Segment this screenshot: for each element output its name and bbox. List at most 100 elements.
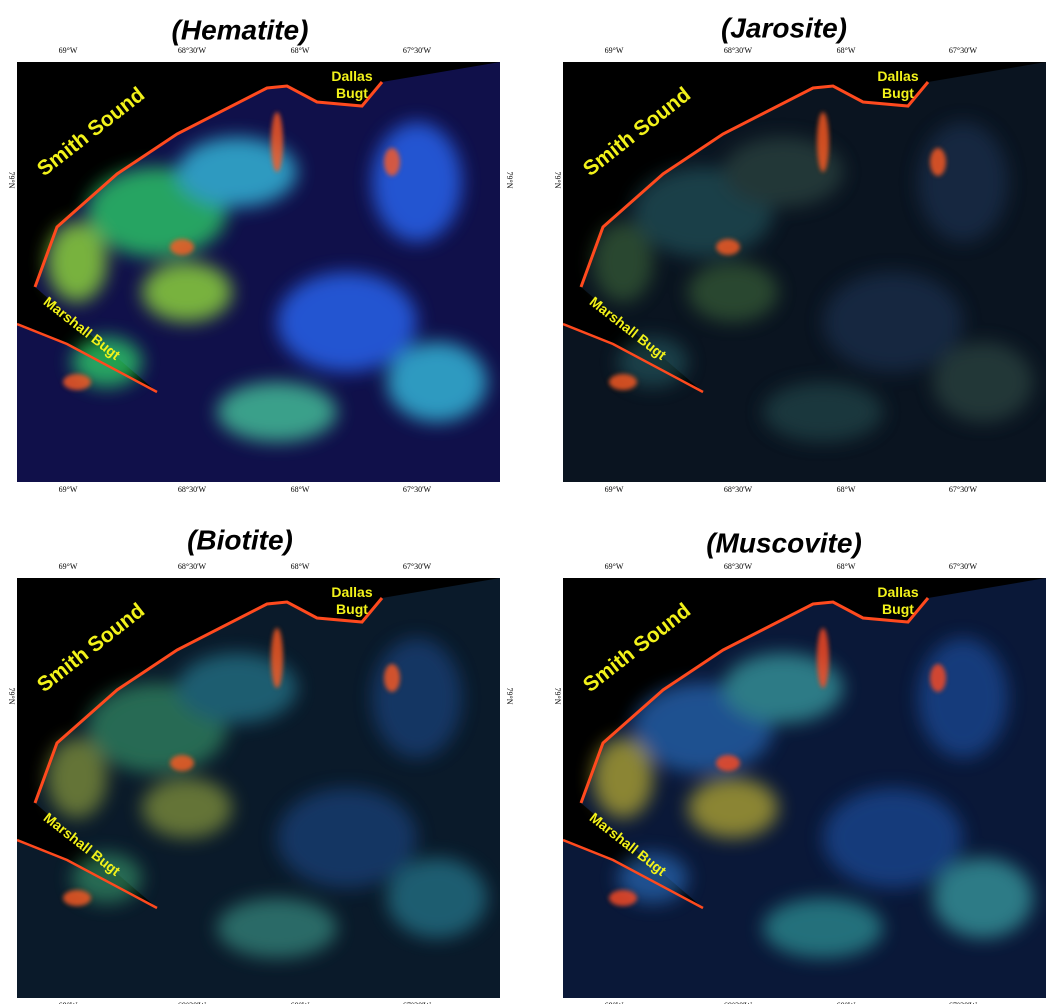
texture-blob — [933, 858, 1033, 938]
top-tick-label: 69°W — [605, 46, 624, 55]
texture-blob — [763, 898, 883, 958]
hotspots — [609, 628, 946, 906]
left-lat-label: 79°N — [7, 172, 16, 189]
top-tick-label: 68°W — [291, 562, 310, 571]
bottom-tick-label: 68°30'W — [178, 1001, 207, 1004]
hotspot — [716, 239, 740, 255]
top-tick-label: 67°30'W — [949, 46, 978, 55]
spectral-texture — [593, 638, 1033, 958]
texture-blob — [47, 738, 107, 818]
texture-blob — [47, 222, 107, 302]
bottom-tick-label: 67°30'W — [403, 485, 432, 494]
texture-blob — [277, 788, 417, 888]
map-image — [17, 62, 500, 482]
hotspot — [384, 664, 400, 692]
bottom-tick-label: 69°W — [605, 1001, 624, 1004]
coastline — [579, 81, 930, 288]
top-tick-label: 68°30'W — [724, 46, 753, 55]
hotspots — [63, 628, 400, 906]
texture-blob — [823, 788, 963, 888]
map-panel: 69°W 68°30'W 68°W 67°30'W 69°W 68°30'W 68°W 67°… — [7, 46, 514, 494]
top-tick-label: 68°30'W — [724, 562, 753, 571]
bottom-tick-label: 68°30'W — [178, 485, 207, 494]
place-label: Dallas — [331, 68, 372, 84]
map-image — [563, 62, 1046, 482]
hotspot — [271, 112, 283, 172]
hotspot — [716, 755, 740, 771]
left-lat-label: 79°N — [7, 688, 16, 705]
hotspot — [930, 664, 946, 692]
texture-blob — [372, 122, 462, 242]
top-tick-label: 68°W — [291, 46, 310, 55]
hotspot — [384, 148, 400, 176]
map-panel: 69°W 68°30'W 68°W 67°30'W 69°W 68°30'W 68°W 67°… — [7, 562, 514, 1004]
hotspot — [817, 112, 829, 172]
texture-blob — [933, 342, 1033, 422]
panel-title: (Muscovite) — [706, 527, 862, 558]
texture-blob — [387, 858, 487, 938]
spectral-texture — [47, 638, 487, 958]
texture-blob — [823, 272, 963, 372]
place-label: Dallas — [331, 584, 372, 600]
map-panel: 69°W 68°30'W 68°W 67°30'W 69°W 68°30'W 68°W 67°… — [553, 562, 1046, 1004]
hotspot — [609, 374, 637, 390]
right-lat-label: 79°N — [505, 688, 514, 705]
coastline — [33, 597, 384, 804]
place-label: Bugt — [336, 601, 368, 617]
top-tick-label: 69°W — [59, 46, 78, 55]
panel-title: (Hematite) — [172, 14, 309, 45]
top-tick-label: 68°W — [837, 46, 856, 55]
hotspots — [609, 112, 946, 390]
place-label: Dallas — [877, 68, 918, 84]
map-image — [563, 578, 1046, 998]
place-label: Bugt — [882, 85, 914, 101]
left-lat-label: 79°N — [553, 172, 562, 189]
place-label: Dallas — [877, 584, 918, 600]
top-tick-label: 68°30'W — [178, 562, 207, 571]
top-tick-label: 68°W — [837, 562, 856, 571]
texture-blob — [723, 653, 843, 723]
bottom-tick-label: 68°30'W — [724, 485, 753, 494]
hotspot — [170, 239, 194, 255]
bottom-tick-label: 69°W — [59, 485, 78, 494]
coastline — [563, 322, 704, 394]
hotspot — [63, 890, 91, 906]
texture-blob — [593, 222, 653, 302]
bottom-tick-label: 69°W — [59, 1001, 78, 1004]
top-tick-label: 67°30'W — [403, 46, 432, 55]
texture-blob — [688, 778, 778, 838]
bottom-tick-label: 67°30'W — [403, 1001, 432, 1004]
top-tick-label: 67°30'W — [949, 562, 978, 571]
bottom-tick-label: 69°W — [605, 485, 624, 494]
map-image — [17, 578, 500, 998]
panel-title: (Jarosite) — [721, 12, 847, 43]
texture-blob — [177, 137, 297, 207]
hotspot — [817, 628, 829, 688]
hotspot — [63, 374, 91, 390]
bottom-tick-label: 67°30'W — [949, 485, 978, 494]
hotspots — [63, 112, 400, 390]
bottom-tick-label: 68°30'W — [724, 1001, 753, 1004]
texture-blob — [688, 262, 778, 322]
coastline — [17, 838, 158, 910]
hotspot — [170, 755, 194, 771]
texture-blob — [593, 738, 653, 818]
coastline — [33, 81, 384, 288]
bottom-tick-label: 68°W — [291, 1001, 310, 1004]
texture-blob — [142, 778, 232, 838]
right-lat-label: 79°N — [505, 172, 514, 189]
texture-blob — [177, 653, 297, 723]
map-panel: 69°W 68°30'W 68°W 67°30'W 69°W 68°30'W 68°W 67°… — [553, 46, 1046, 494]
texture-blob — [372, 638, 462, 758]
coastline — [563, 838, 704, 910]
texture-blob — [142, 262, 232, 322]
place-label: Bugt — [336, 85, 368, 101]
texture-blob — [918, 638, 1008, 758]
coastline — [579, 597, 930, 804]
bottom-tick-label: 67°30'W — [949, 1001, 978, 1004]
top-tick-label: 69°W — [605, 562, 624, 571]
texture-blob — [217, 382, 337, 442]
texture-blob — [277, 272, 417, 372]
place-label: Bugt — [882, 601, 914, 617]
coastline — [17, 322, 158, 394]
